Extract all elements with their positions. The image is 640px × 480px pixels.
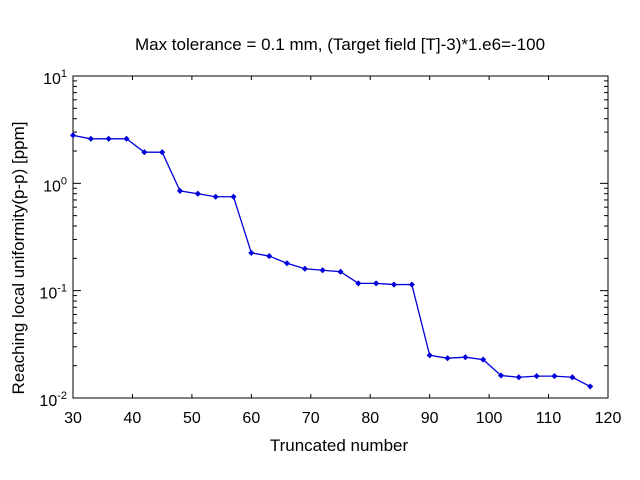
data-point: [69, 132, 77, 139]
data-point: [319, 267, 326, 274]
x-tick-label: 110: [536, 410, 562, 427]
x-tick-label: 90: [421, 410, 439, 427]
data-point: [462, 354, 469, 361]
x-tick-label: 80: [361, 410, 379, 427]
y-tick-label: 101: [43, 68, 67, 88]
data-point: [283, 260, 291, 267]
x-tick-label: 100: [476, 410, 503, 427]
data-point: [176, 187, 184, 195]
data-point: [373, 280, 380, 287]
chart-title: Max tolerance = 0.1 mm, (Target field [T…: [135, 35, 545, 54]
data-point: [444, 355, 451, 362]
y-axis-label: Reaching local uniformity(p-p) [ppm]: [9, 121, 28, 394]
data-point: [301, 265, 308, 272]
data-point: [480, 356, 487, 363]
data-point: [105, 135, 112, 142]
data-point: [587, 383, 594, 390]
plot-area: 30 40 50 60 70 80 90 100 110 120 10-2 10-1 100 101: [39, 68, 621, 427]
data-point: [194, 190, 201, 197]
data-point: [230, 193, 237, 200]
data-point: [159, 149, 166, 156]
data-point: [248, 249, 255, 257]
x-tick-label: 70: [302, 410, 320, 427]
x-tick-label: 60: [242, 410, 260, 427]
data-point: [212, 193, 219, 200]
x-axis-label: Truncated number: [270, 436, 409, 455]
data-point: [551, 372, 558, 380]
data-point: [266, 252, 273, 260]
series-line: [72, 134, 591, 388]
data-point: [408, 281, 415, 288]
x-tick-label: 30: [64, 410, 82, 427]
y-tick-label: 100: [43, 175, 67, 195]
data-point: [355, 280, 362, 287]
data-point: [141, 149, 148, 156]
plot-frame: [72, 75, 609, 399]
x-tick-label: 50: [183, 410, 201, 427]
data-point: [426, 352, 433, 359]
data-point: [87, 135, 94, 142]
x-tick-label: 40: [124, 410, 142, 427]
y-tick-label: 10-1: [39, 283, 67, 303]
data-point: [497, 372, 505, 379]
data-point: [390, 281, 398, 288]
data-point: [123, 135, 130, 142]
x-tick-label: 120: [595, 410, 622, 427]
y-tick-label: 10-2: [39, 390, 67, 410]
data-point: [515, 374, 522, 381]
data-point: [337, 268, 344, 275]
data-point: [569, 374, 576, 381]
data-point: [533, 372, 540, 380]
